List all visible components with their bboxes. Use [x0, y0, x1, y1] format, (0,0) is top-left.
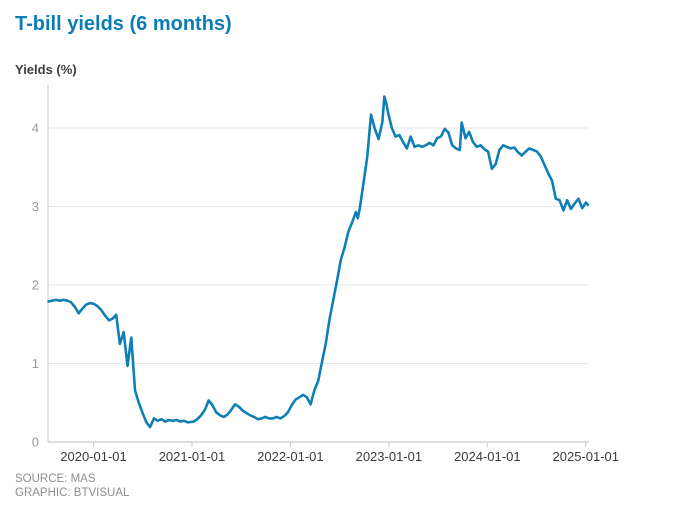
x-tick-label: 2023-01-01	[356, 449, 423, 464]
graphic-line: GRAPHIC: BTVISUAL	[15, 487, 130, 499]
x-tick-label: 2024-01-01	[454, 449, 521, 464]
x-tick-label: 2022-01-01	[257, 449, 324, 464]
y-tick-label: 0	[32, 435, 39, 450]
y-tick-label: 1	[32, 356, 39, 371]
y-tick-label: 4	[32, 121, 39, 136]
x-tick-label: 2020-01-01	[60, 449, 127, 464]
source-line: SOURCE: MAS	[15, 473, 96, 485]
y-tick-label: 3	[32, 199, 39, 214]
x-tick-label: 2025-01-01	[553, 449, 620, 464]
chart-title: T-bill yields (6 months)	[15, 13, 232, 35]
source-credit: SOURCE: MAS GRAPHIC: BTVISUAL	[15, 472, 129, 500]
x-tick-label: 2021-01-01	[159, 449, 226, 464]
y-axis-title: Yields (%)	[15, 62, 77, 77]
y-tick-label: 2	[32, 278, 39, 293]
yield-line	[47, 95, 590, 429]
